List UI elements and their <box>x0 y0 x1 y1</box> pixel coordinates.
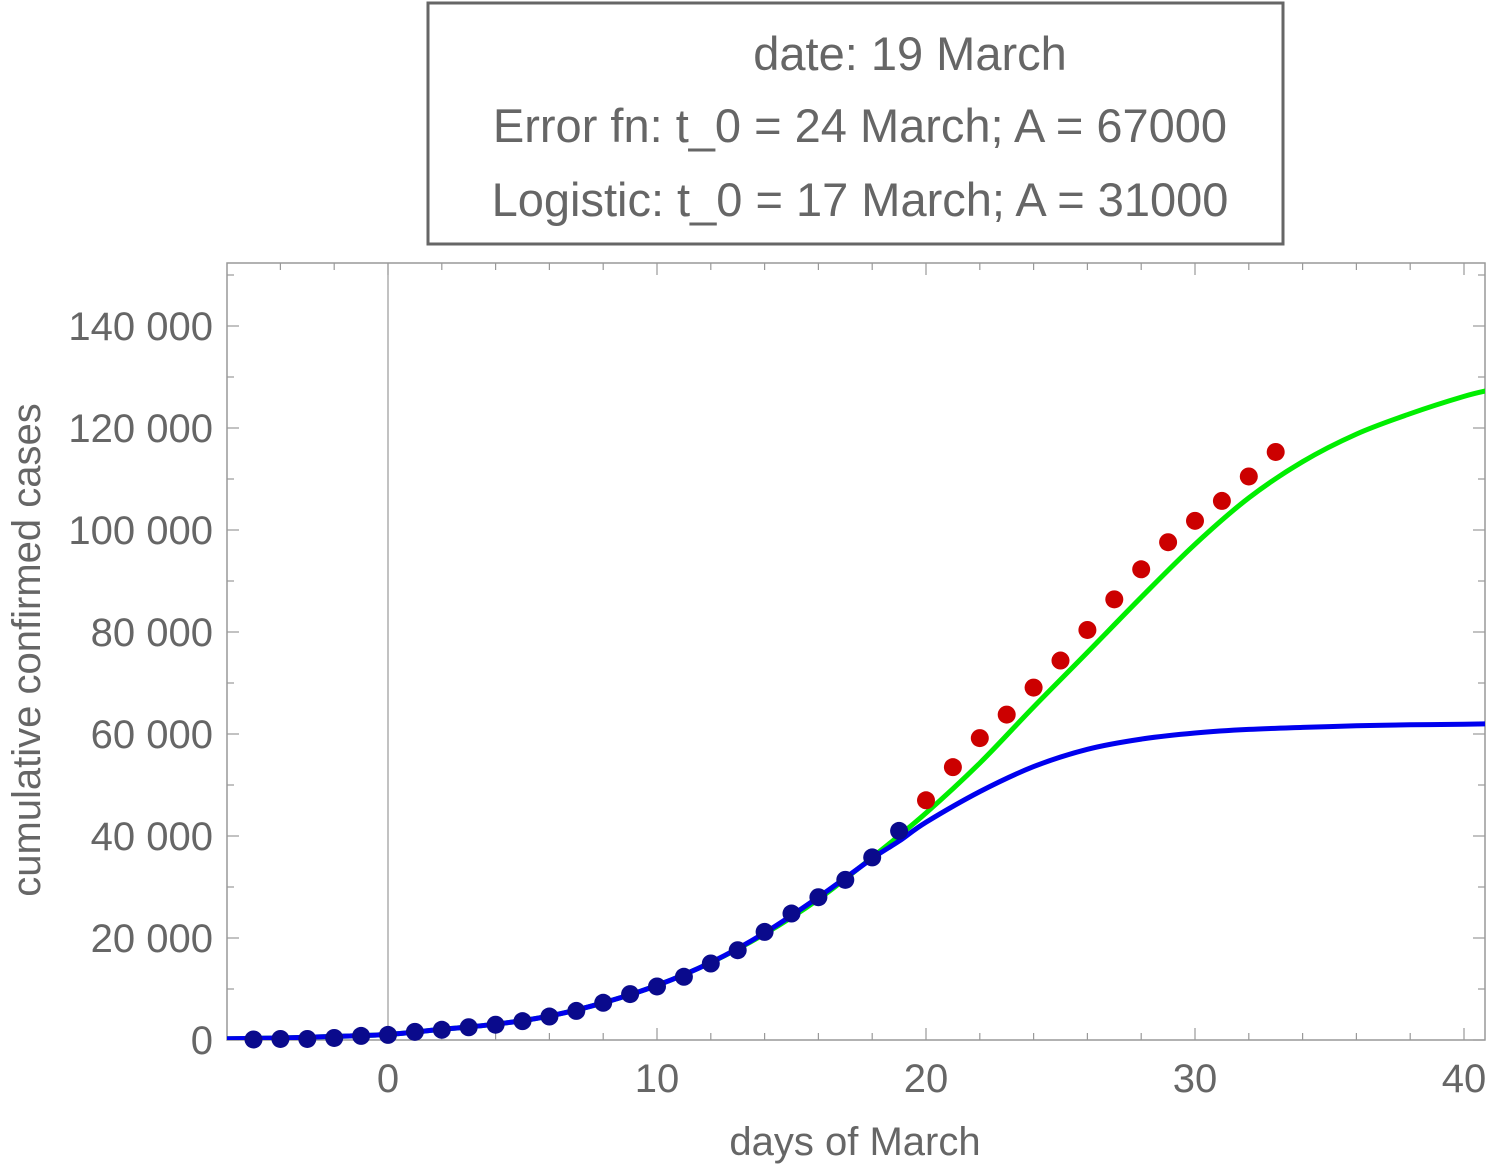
data-point-later <box>1212 491 1231 510</box>
data-point-fitted <box>325 1028 344 1047</box>
data-point-fitted <box>432 1020 451 1039</box>
y-tick-label: 40 000 <box>91 815 213 859</box>
data-point-fitted <box>836 870 855 889</box>
data-point-later <box>1105 590 1124 609</box>
data-point-fitted <box>405 1022 424 1041</box>
data-point-fitted <box>352 1026 371 1045</box>
series-errorfn-curve <box>227 388 1485 1040</box>
data-point-fitted <box>486 1015 505 1034</box>
data-point-fitted <box>648 977 666 996</box>
data-point-fitted <box>513 1012 532 1031</box>
y-tick-label: 80 000 <box>91 611 213 655</box>
data-point-later <box>1132 560 1151 579</box>
legend-line-1: date: 19 March <box>753 27 1067 80</box>
data-point-fitted <box>567 1001 586 1020</box>
data-point-fitted <box>459 1018 478 1037</box>
data-point-later <box>943 758 962 777</box>
data-point-later <box>1024 678 1043 697</box>
x-axis-title: days of March <box>729 1120 980 1164</box>
data-point-fitted <box>244 1030 263 1049</box>
legend-line-3: Logistic: t_0 = 17 March; A = 31000 <box>492 173 1229 226</box>
data-point-later <box>1051 651 1070 670</box>
data-point-fitted <box>701 954 720 973</box>
data-point-later <box>997 705 1016 724</box>
data-point-fitted <box>755 922 774 941</box>
data-point-fitted <box>782 904 801 923</box>
x-tick-label: 30 <box>1173 1057 1218 1101</box>
data-point-later <box>1186 511 1204 530</box>
data-point-fitted <box>890 821 909 840</box>
y-tick-label: 100 000 <box>68 509 213 553</box>
legend-box <box>426 1 1285 246</box>
x-tick-label: 20 <box>904 1057 949 1101</box>
y-tick-label: 20 000 <box>91 917 213 961</box>
data-point-fitted <box>540 1007 559 1026</box>
plot-frame <box>226 262 1486 1041</box>
x-tick-label: 40 <box>1442 1057 1487 1101</box>
data-point-fitted <box>298 1029 317 1048</box>
x-tick-label: 10 <box>635 1057 680 1101</box>
data-point-fitted <box>674 967 693 986</box>
data-point-fitted <box>621 985 640 1004</box>
y-tick-label: 0 <box>191 1019 213 1063</box>
data-point-later <box>1266 442 1285 461</box>
data-point-fitted <box>379 1025 397 1044</box>
y-tick-label: 140 000 <box>68 305 213 349</box>
data-point-fitted <box>594 993 613 1012</box>
y-tick-label: 60 000 <box>91 713 213 757</box>
x-tick-label: 0 <box>377 1057 399 1101</box>
data-point-fitted <box>809 888 828 907</box>
series-logistic-curve <box>227 721 1485 1040</box>
data-point-fitted <box>271 1029 290 1048</box>
data-point-fitted <box>863 848 882 867</box>
data-point-fitted <box>728 941 747 960</box>
y-tick-label: 120 000 <box>68 407 213 451</box>
plot-area: 0 10 20 30 40 0 20 000 40 000 60 000 80 000 100 00… <box>68 262 1487 1101</box>
data-point-later <box>1159 533 1178 552</box>
data-point-later <box>917 791 935 810</box>
data-point-later <box>1239 467 1258 486</box>
data-point-later <box>1078 620 1097 639</box>
y-axis-title: cumulative confirmed cases <box>5 403 49 897</box>
legend-line-2: Error fn: t_0 = 24 March; A = 67000 <box>493 99 1227 152</box>
data-point-later <box>970 729 989 748</box>
